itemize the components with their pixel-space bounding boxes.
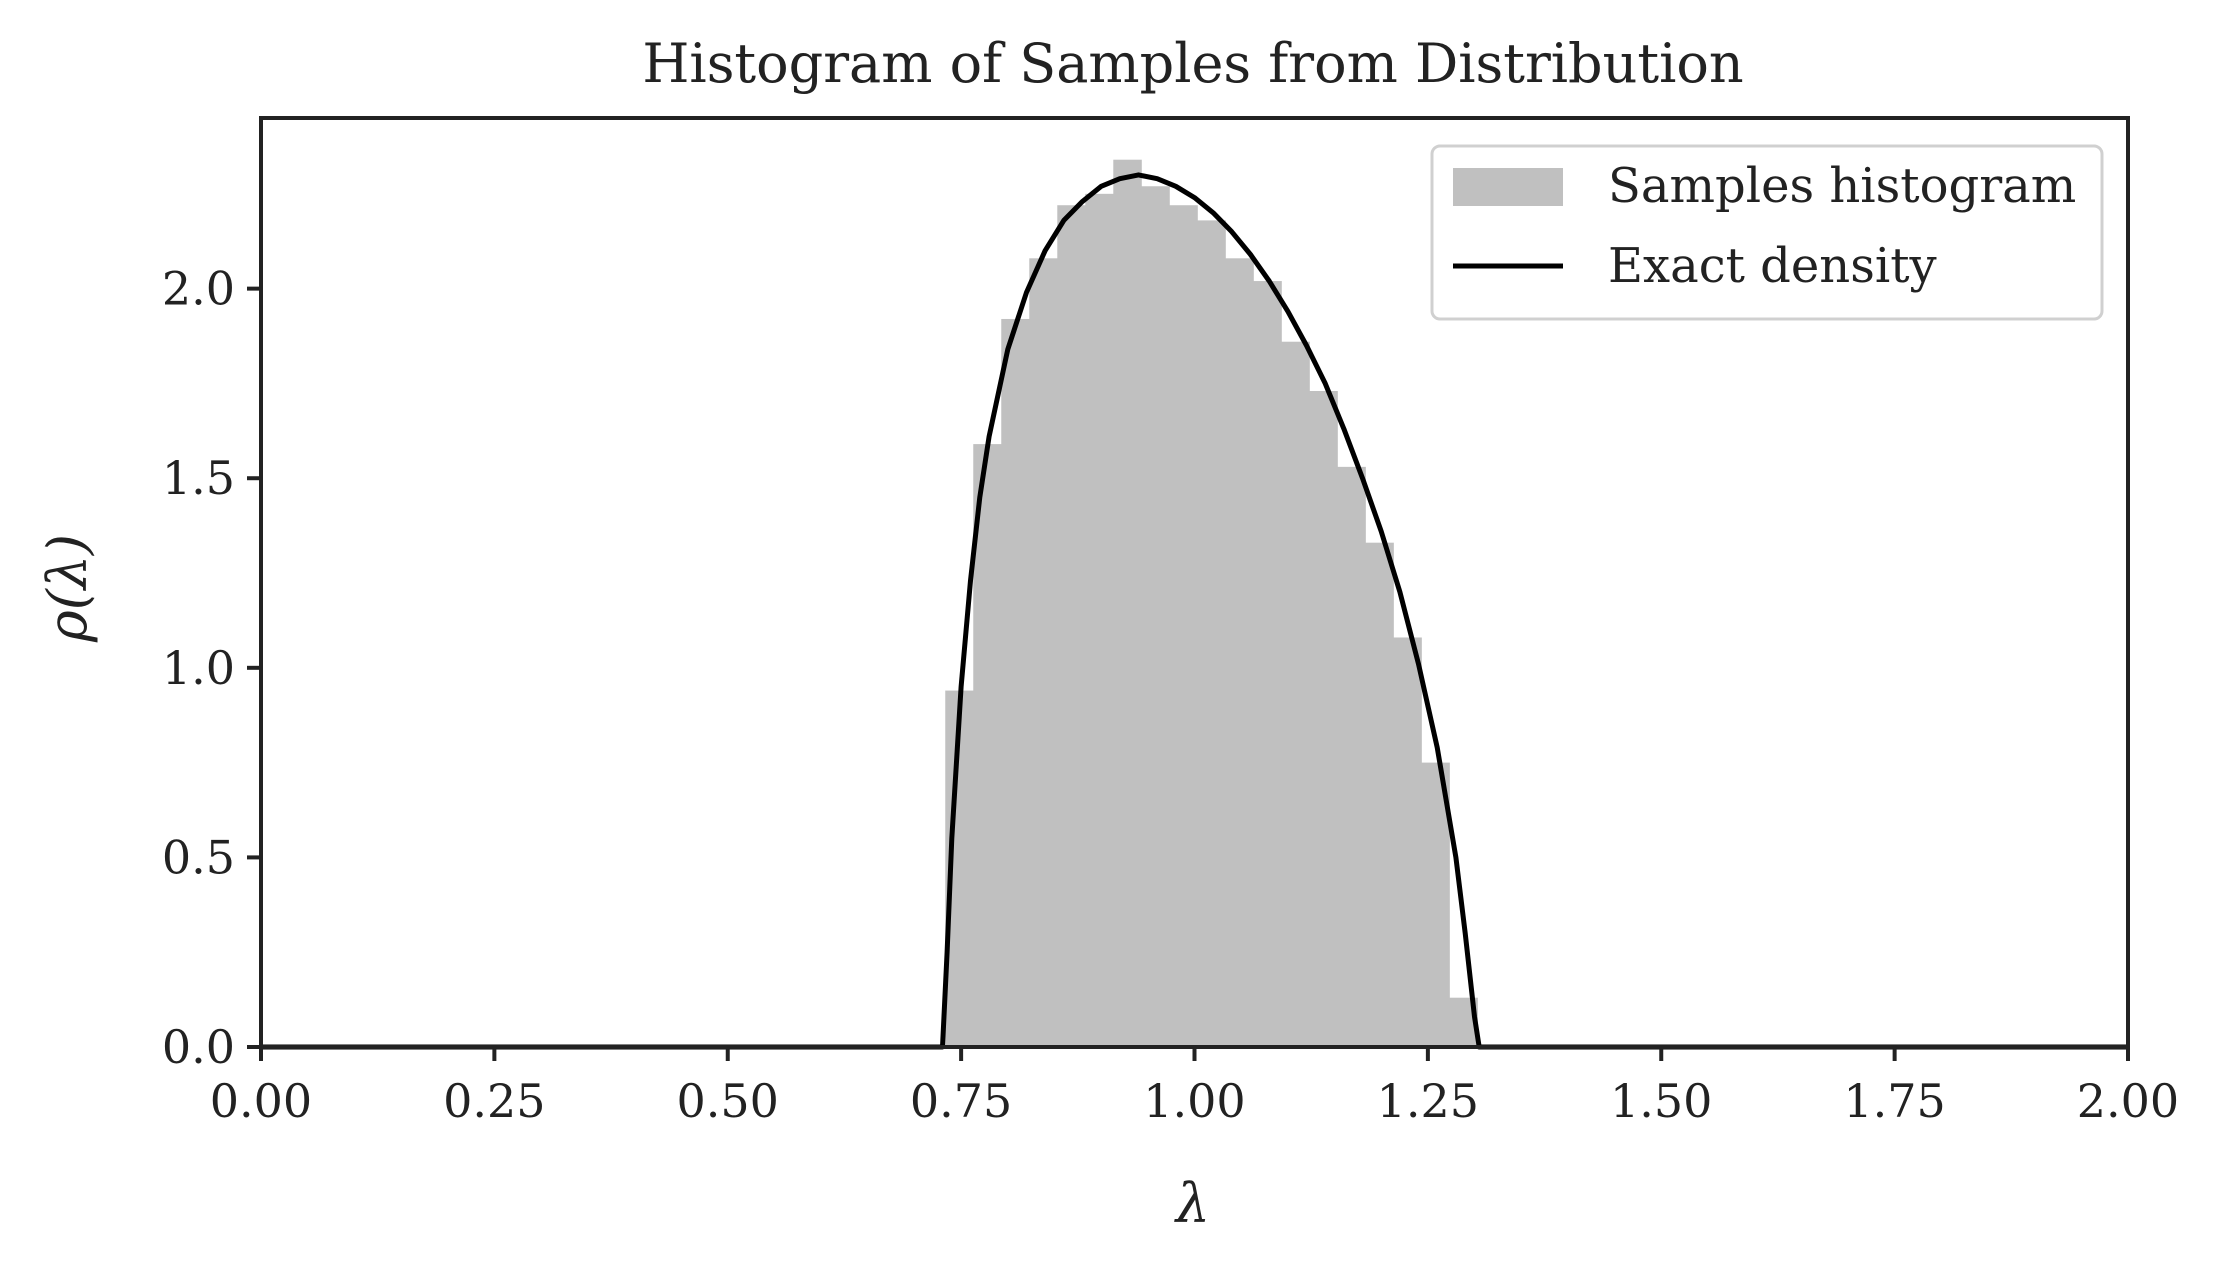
legend-box xyxy=(1430,144,2104,321)
histogram-bar xyxy=(1197,220,1226,1048)
histogram-bar xyxy=(1029,258,1058,1047)
histogram-bar xyxy=(1393,637,1422,1047)
legend-label-density: Exact density xyxy=(1608,238,1937,294)
histogram-bar xyxy=(1001,318,1030,1047)
y-tick-label: 0.5 xyxy=(162,830,235,884)
x-axis-label: λ xyxy=(1174,1172,1210,1235)
histogram-bars xyxy=(945,159,1478,1048)
y-tick-label: 1.0 xyxy=(162,641,235,695)
y-tick-label: 2.0 xyxy=(162,262,235,316)
exact-density-line xyxy=(261,172,2128,1050)
x-tick-label: 0.25 xyxy=(443,1074,545,1128)
y-axis-label: ρ(λ) xyxy=(36,534,99,643)
legend-swatch-histogram xyxy=(1453,168,1563,206)
x-axis-ticks: 0.00 0.25 0.50 0.75 1.00 1.25 1.50 1.75 2.00 xyxy=(210,1047,2179,1128)
x-tick-label: 1.75 xyxy=(1843,1074,1945,1128)
legend: Samples histogram Exact density xyxy=(1430,144,2104,321)
chart-title: Histogram of Samples from Distribution xyxy=(642,32,1743,95)
x-tick-label: 1.00 xyxy=(1143,1074,1245,1128)
histogram-bar xyxy=(1337,466,1366,1047)
histogram-bar xyxy=(1057,205,1086,1047)
histogram-bar xyxy=(1085,193,1114,1047)
x-tick-label: 1.25 xyxy=(1377,1074,1479,1128)
histogram-bar xyxy=(1421,762,1450,1047)
histogram-bar xyxy=(1281,341,1310,1047)
histogram-bar xyxy=(1141,186,1170,1048)
x-tick-label: 0.00 xyxy=(210,1074,312,1128)
histogram-bar xyxy=(1309,391,1338,1048)
histogram-bar xyxy=(1113,159,1142,1047)
legend-label-histogram: Samples histogram xyxy=(1608,158,2076,214)
y-axis-ticks: 0.0 0.5 1.0 1.5 2.0 xyxy=(162,262,261,1074)
y-tick-label: 0.0 xyxy=(162,1020,235,1074)
histogram-bar xyxy=(1253,281,1282,1048)
histogram-bar xyxy=(1169,205,1198,1047)
histogram-bar xyxy=(1225,258,1254,1047)
x-tick-label: 0.75 xyxy=(910,1074,1012,1128)
x-tick-label: 1.50 xyxy=(1610,1074,1712,1128)
histogram-bar xyxy=(973,444,1002,1047)
y-tick-label: 1.5 xyxy=(162,451,235,505)
histogram-bar xyxy=(1365,542,1394,1047)
x-tick-label: 2.00 xyxy=(2077,1074,2179,1128)
x-tick-label: 0.50 xyxy=(677,1074,779,1128)
